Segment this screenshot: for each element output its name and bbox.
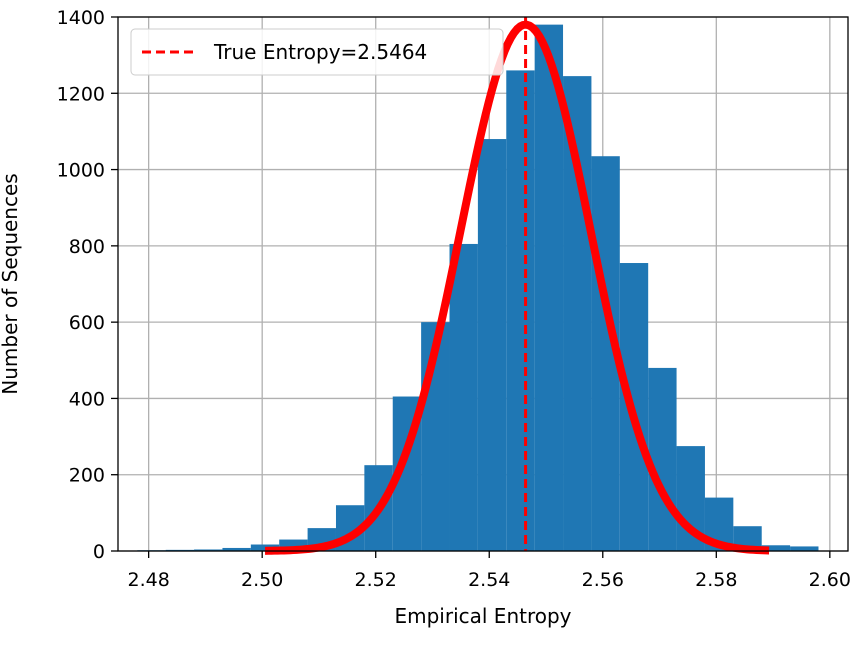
legend-box bbox=[130, 28, 504, 76]
y-tick-label: 1000 bbox=[57, 160, 105, 182]
y-axis-ticks: 0 200 400 600 800 1000 1200 1400 bbox=[57, 7, 118, 563]
legend-label: True Entropy=2.5464 bbox=[213, 40, 427, 64]
y-tick-label: 1200 bbox=[57, 83, 105, 105]
x-axis-label: Empirical Entropy bbox=[394, 604, 571, 628]
legend: True Entropy=2.5464 bbox=[130, 28, 504, 76]
plot-frame bbox=[117, 16, 849, 552]
histogram-bar bbox=[761, 545, 791, 551]
histogram-bar bbox=[534, 24, 564, 552]
x-tick-label: 2.54 bbox=[468, 569, 510, 591]
x-tick-label: 2.52 bbox=[355, 569, 397, 591]
histogram-bar bbox=[222, 547, 251, 551]
fit-curve bbox=[264, 20, 770, 555]
y-tick-label: 400 bbox=[69, 388, 105, 410]
histogram-bar bbox=[477, 139, 507, 552]
y-tick-label: 600 bbox=[69, 312, 105, 334]
x-axis-ticks: 2.48 2.50 2.52 2.54 2.56 2.58 2.60 bbox=[127, 551, 851, 591]
histogram-bar bbox=[506, 70, 535, 552]
histogram-bar bbox=[279, 539, 308, 551]
y-axis-label: Number of Sequences bbox=[0, 173, 22, 394]
x-tick-label: 2.58 bbox=[695, 569, 737, 591]
x-tick-label: 2.60 bbox=[809, 569, 851, 591]
histogram-bar bbox=[449, 243, 478, 551]
y-tick-label: 1400 bbox=[57, 7, 105, 29]
x-tick-label: 2.56 bbox=[582, 569, 624, 591]
x-tick-label: 2.50 bbox=[241, 569, 283, 591]
histogram-bar bbox=[648, 367, 677, 551]
histogram-bar bbox=[194, 549, 223, 551]
histogram-bar bbox=[790, 546, 819, 551]
y-tick-label: 200 bbox=[69, 465, 105, 487]
y-tick-label: 800 bbox=[69, 236, 105, 258]
x-tick-label: 2.48 bbox=[127, 569, 169, 591]
fit-curve-group bbox=[264, 20, 770, 555]
y-tick-label: 0 bbox=[93, 541, 105, 563]
